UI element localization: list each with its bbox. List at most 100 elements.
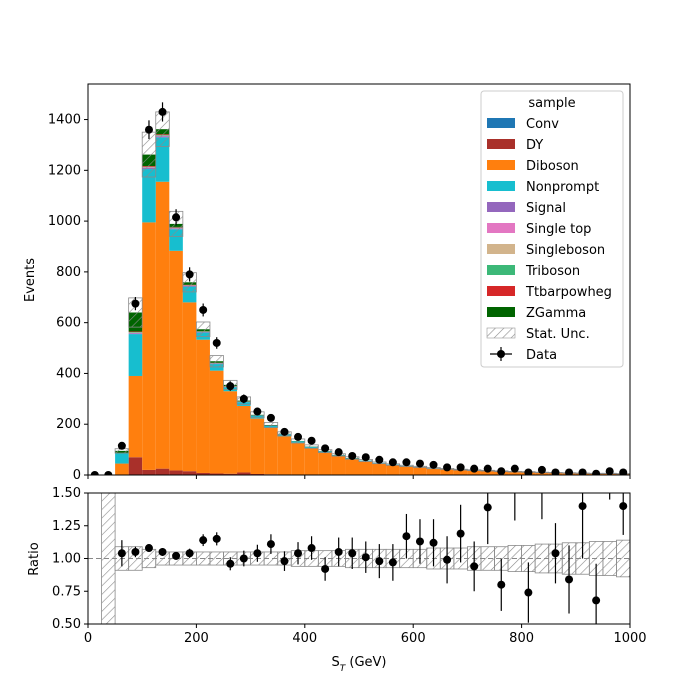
ratio-point: [158, 547, 167, 556]
ratio-point: [239, 554, 248, 563]
stacked-bars: [115, 129, 630, 475]
ratio-y-tick-label: 1.00: [52, 552, 81, 567]
data-point: [239, 394, 248, 403]
stat-unc-bin: [263, 422, 279, 428]
data-points: [90, 102, 628, 475]
stat-unc-bin: [209, 355, 224, 368]
legend-label: Conv: [526, 117, 559, 132]
bar-dy: [142, 469, 156, 475]
legend-label: ZGamma: [526, 306, 586, 321]
ratio-point: [565, 575, 574, 584]
ratio-point: [375, 557, 384, 566]
ratio-point: [606, 476, 614, 484]
data-point: [565, 468, 574, 475]
bar-diboson: [413, 467, 427, 475]
main-y-tick-label: 600: [56, 316, 81, 331]
stat-unc-bin: [304, 444, 319, 449]
ratio-point: [456, 529, 465, 538]
main-axes-frame: [87, 83, 631, 476]
ratio-point: [117, 549, 126, 558]
ratio-y-tick-label: 1.50: [52, 486, 81, 501]
legend-swatch: [487, 202, 515, 212]
bar-nonprompt: [142, 169, 156, 223]
data-point: [226, 382, 235, 391]
x-axis-label: ST (GeV): [331, 655, 386, 674]
bar-diboson: [155, 181, 170, 469]
data-point: [619, 468, 628, 475]
bar-triboson: [128, 332, 143, 333]
legend-items: Conv DY Diboson Nonprompt Signal Single top Si…: [486, 117, 612, 363]
data-point: [90, 471, 99, 475]
legend-marker: [497, 350, 505, 358]
ratio-x-tick-label: 600: [401, 631, 426, 646]
ratio-point: [415, 537, 424, 546]
legend-swatch: [487, 139, 515, 149]
bar-diboson: [264, 428, 278, 475]
bar-diboson: [169, 250, 183, 471]
ratio-point: [619, 502, 628, 511]
data-point: [524, 468, 533, 475]
bar-diboson: [250, 418, 265, 474]
bar-diboson: [440, 469, 454, 475]
data-point: [212, 338, 221, 347]
ratio-point: [253, 549, 262, 558]
ratio-point: [402, 532, 411, 541]
data-point: [388, 458, 397, 467]
bar-dy: [196, 472, 210, 475]
data-point: [402, 458, 411, 467]
legend-swatch: [487, 181, 515, 191]
stat-unc-bin: [195, 321, 211, 337]
ratio-point: [429, 538, 438, 547]
ratio-points: [117, 476, 628, 624]
legend-swatch: [487, 160, 515, 170]
ratio-x-tick-label: 1000: [613, 631, 646, 646]
bar-diboson: [345, 459, 359, 475]
bar-diboson: [182, 302, 197, 472]
ratio-point: [551, 549, 560, 558]
ratio-point: [226, 559, 235, 568]
main-y-tick-label: 1200: [48, 163, 81, 178]
legend-label: Stat. Unc.: [526, 327, 590, 342]
bar-dy: [250, 473, 265, 475]
bar-nonprompt: [128, 334, 143, 376]
data-point: [443, 463, 452, 472]
data-point: [158, 107, 167, 116]
legend-label: Triboson: [525, 264, 580, 279]
ratio-point: [361, 553, 370, 562]
bar-diboson: [426, 468, 441, 475]
bar-diboson: [386, 465, 400, 475]
bar-signal: [128, 333, 143, 335]
ratio-x-tick-label: 800: [509, 631, 534, 646]
ratio-point: [388, 558, 397, 567]
data-point: [470, 464, 479, 473]
legend-swatch: [487, 286, 515, 296]
bar-dy: [155, 468, 170, 475]
bar-diboson: [196, 339, 210, 473]
bar-dy: [209, 473, 224, 475]
ratio-x-ticks: 0 200 400 600 800 1000: [84, 624, 647, 646]
bar-diboson: [291, 442, 305, 475]
bar-nonprompt: [155, 137, 170, 182]
data-point: [266, 413, 275, 422]
bar-diboson: [209, 370, 224, 474]
legend-swatch: [487, 244, 515, 254]
main-y-ticks: 0 200 400 600 800 1000 1200 1400: [48, 113, 88, 483]
bar-dy: [169, 470, 183, 475]
data-point: [537, 465, 546, 474]
bar-diboson: [277, 436, 292, 475]
bar-dy: [237, 472, 251, 475]
bar-diboson: [372, 463, 387, 475]
legend-label: Data: [526, 348, 557, 363]
data-point: [144, 125, 153, 134]
data-point: [605, 467, 614, 475]
ratio-y-axis-label: Ratio: [27, 542, 42, 575]
data-point: [321, 444, 330, 453]
data-point: [497, 467, 506, 475]
data-point: [375, 455, 384, 464]
data-point: [483, 464, 492, 473]
bar-diboson: [331, 456, 346, 475]
data-point: [253, 407, 262, 416]
data-point: [294, 432, 303, 441]
bar-diboson: [237, 405, 251, 473]
data-point: [199, 305, 208, 314]
